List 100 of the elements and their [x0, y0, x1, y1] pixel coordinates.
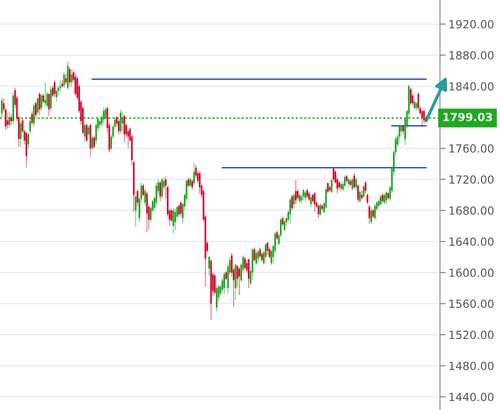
candlestick: [225, 270, 227, 281]
candlestick: [293, 193, 295, 210]
y-tick-label: 1440.00: [450, 392, 494, 402]
candlestick: [368, 204, 370, 224]
candlestick: [254, 247, 256, 262]
candlestick: [384, 193, 386, 204]
candlestick: [348, 178, 350, 188]
candlestick: [325, 186, 327, 210]
candlestick: [310, 194, 312, 208]
candlestick: [276, 230, 278, 240]
candlestick: [238, 266, 240, 296]
candlestick: [306, 188, 308, 198]
y-tick-label: 1640.00: [450, 237, 494, 246]
y-tick-label: 1760.00: [450, 144, 494, 153]
candlestick: [289, 198, 291, 224]
candlestick: [366, 193, 368, 204]
candlestick: [308, 192, 310, 202]
candlestick: [362, 184, 364, 198]
y-tick-label: 1520.00: [450, 330, 494, 340]
candlestick: [54, 80, 56, 98]
y-tick-label: 1560.00: [450, 300, 494, 308]
candlestick: [284, 220, 286, 232]
candlestick: [255, 250, 258, 266]
candlestick: [370, 208, 372, 224]
y-tick-label: 1600.00: [450, 268, 494, 277]
candlestick: [63, 72, 65, 88]
candlestick: [178, 204, 180, 217]
candlestick: [410, 88, 412, 106]
candlestick: [298, 193, 300, 203]
candlestick: [372, 208, 374, 218]
candlestick: [257, 250, 259, 264]
candlestick: [248, 258, 250, 288]
candlestick: [352, 178, 354, 192]
candlestick: [364, 180, 366, 194]
candlestick: [216, 284, 218, 312]
candlestick: [40, 94, 42, 112]
candlestick: [414, 100, 416, 110]
candlestick: [295, 180, 297, 204]
candlestick: [124, 114, 126, 142]
candlestick: [159, 180, 161, 202]
candlestick: [304, 190, 306, 202]
candlestick: [44, 82, 46, 107]
candlestick: [172, 208, 174, 234]
candlestick: [214, 274, 216, 295]
candlestick: [312, 193, 314, 203]
candlestick: [223, 272, 226, 294]
candlestick: [86, 123, 88, 142]
candlestick: [291, 194, 293, 211]
candlestick: [193, 162, 195, 186]
candlestick: [191, 179, 194, 190]
candlestick: [259, 247, 261, 258]
candlestick: [26, 132, 28, 168]
candlestick: [93, 136, 96, 149]
candlestick: [146, 192, 148, 232]
y-tick-label: 1480.00: [450, 362, 494, 370]
candlestick: [20, 120, 22, 148]
candlestick: [338, 180, 340, 190]
candlestick: [416, 101, 418, 111]
y-tick-label: 1880.00: [450, 51, 494, 60]
candlestick: [99, 118, 101, 130]
candlestick: [353, 172, 356, 189]
candlestick: [418, 92, 420, 112]
candlestick: [318, 204, 320, 218]
ref-line-label: 1799.03: [443, 112, 492, 122]
candlestick: [31, 110, 33, 126]
candlestick: [198, 171, 201, 194]
candlestick: [359, 190, 361, 203]
candlestick: [67, 61, 69, 90]
candlestick: [136, 189, 138, 207]
candlestick: [42, 94, 44, 104]
candlestick: [48, 92, 50, 116]
candlestick: [56, 89, 58, 102]
candlestick: [382, 193, 384, 203]
candlestick: [252, 247, 254, 281]
candlestick: [144, 188, 146, 206]
candlestick: [314, 192, 316, 212]
y-tick-label: 1720.00: [450, 175, 494, 184]
candlestick: [340, 181, 342, 192]
candlestick: [380, 194, 382, 206]
candlestick: [266, 241, 268, 256]
candlestick: [118, 119, 120, 135]
candlestick: [50, 86, 52, 112]
y-tick-label: 1680.00: [450, 206, 494, 215]
candlestick: [65, 74, 67, 85]
candlestick: [161, 178, 163, 200]
candlestick: [208, 255, 210, 277]
candlestick: [74, 72, 76, 96]
candlestick: [357, 184, 359, 203]
candlestick: [88, 124, 90, 137]
candlestick: [170, 208, 172, 222]
candlestick: [234, 262, 236, 300]
candlestick: [244, 256, 246, 270]
candlestick: [302, 188, 304, 201]
candlestick: [355, 178, 357, 190]
candlestick: [421, 109, 423, 128]
candlestick: [36, 98, 38, 116]
y-tick-label: 1920.00: [450, 20, 494, 28]
candlestick: [332, 166, 334, 182]
candlestick: [35, 101, 37, 118]
candlestick: [70, 68, 72, 86]
